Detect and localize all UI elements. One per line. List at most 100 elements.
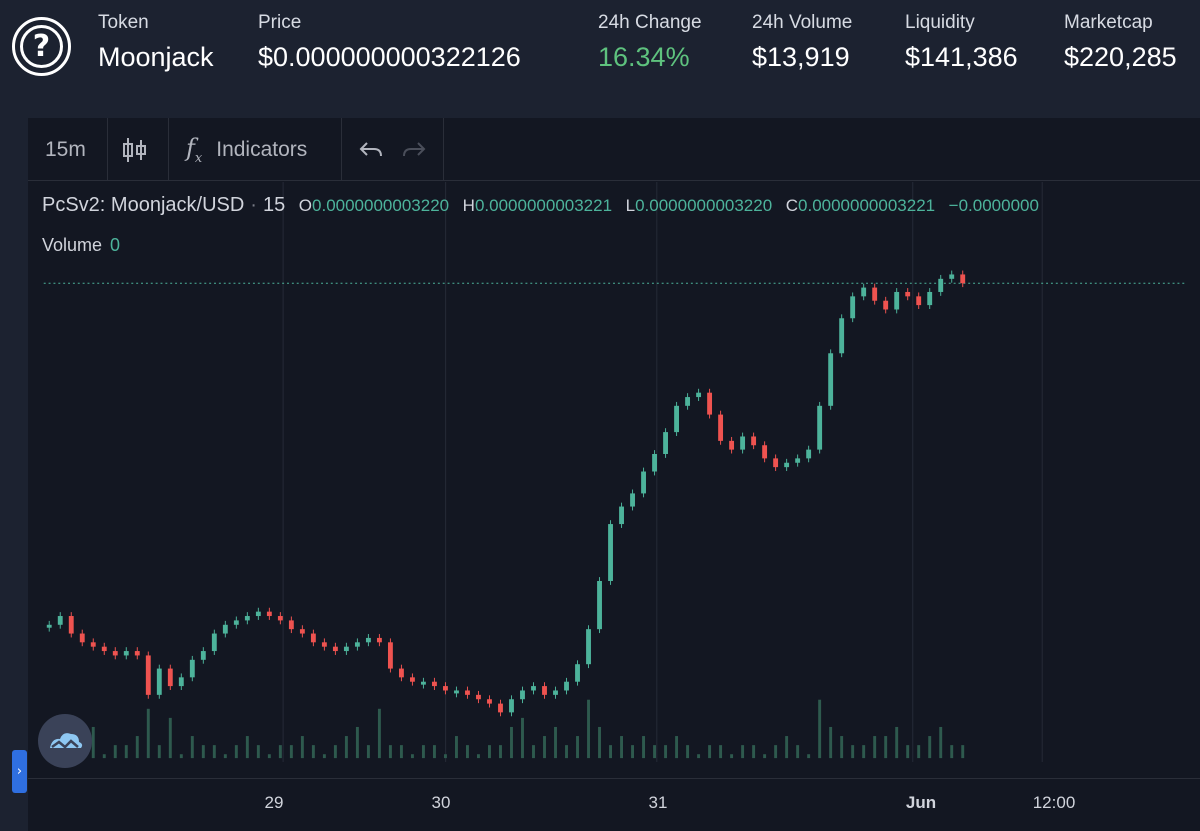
- open-value: 0.0000000003220: [312, 196, 450, 215]
- volume-bar: [91, 726, 95, 759]
- candle: [795, 458, 801, 463]
- candle: [652, 453, 657, 472]
- candle: [233, 620, 239, 625]
- candle: [354, 642, 360, 647]
- candle: [167, 668, 173, 687]
- volume-bar: [587, 699, 590, 759]
- price-chart[interactable]: [28, 182, 1200, 762]
- candle: [387, 642, 393, 669]
- volume-bar: [829, 726, 833, 759]
- volume-label: 24h Volume: [752, 12, 853, 33]
- volume-bar: [708, 745, 712, 759]
- volume-bar: [234, 745, 238, 759]
- token-stats-header: ? Token Moonjack Price $0.00000000032212…: [0, 0, 1200, 118]
- volume-bar: [289, 745, 293, 759]
- candle: [112, 651, 118, 656]
- indicators-button[interactable]: fx Indicators: [186, 118, 307, 181]
- volume-bar: [664, 745, 668, 759]
- candle: [663, 432, 668, 454]
- candle: [465, 690, 470, 695]
- high-value: 0.0000000003221: [474, 196, 613, 215]
- volume-bar: [895, 726, 899, 759]
- low-value: 0.0000000003220: [635, 196, 773, 215]
- liquidity-value: $141,386: [905, 42, 1018, 72]
- volume-bar: [730, 754, 734, 759]
- change-stat: 24h Change 16.34%: [598, 12, 702, 73]
- symbol-legend: PcSv2: Moonjack/USD · 15 O0.0000000003220 …: [42, 194, 1039, 216]
- candle: [674, 405, 680, 433]
- candle: [641, 471, 646, 494]
- time-tick: 30: [431, 793, 451, 812]
- volume-bar: [752, 745, 756, 759]
- candle: [872, 287, 878, 301]
- volume-bar: [499, 745, 502, 759]
- volume-bar: [686, 745, 690, 759]
- marketcap-value: $220,285: [1064, 42, 1177, 72]
- candle: [68, 616, 74, 634]
- candle: [57, 616, 63, 625]
- candle: [608, 524, 613, 581]
- candlestick-icon[interactable]: [122, 118, 150, 181]
- volume-bar: [785, 736, 789, 759]
- high-label: H: [462, 196, 475, 215]
- volume-bar: [168, 717, 172, 759]
- candle: [762, 445, 768, 459]
- tradingview-logo[interactable]: [38, 714, 92, 768]
- cloud-icon: [50, 733, 83, 749]
- volume-bar: [609, 745, 612, 759]
- candle: [156, 668, 162, 695]
- volume-bar: [554, 726, 557, 759]
- token-name: Moonjack: [98, 42, 214, 72]
- candle: [476, 694, 481, 700]
- change-value: −0.0000000: [948, 196, 1039, 215]
- volume-bar: [278, 745, 282, 759]
- volume-bar: [300, 736, 304, 759]
- candle: [806, 449, 812, 459]
- candle: [443, 686, 448, 691]
- undo-icon[interactable]: [358, 118, 384, 181]
- change-label: 24h Change: [598, 12, 702, 33]
- candle: [894, 291, 900, 310]
- volume-bar: [917, 745, 921, 759]
- candle: [266, 611, 272, 617]
- candle: [288, 620, 294, 630]
- candle: [850, 296, 856, 319]
- candle: [321, 642, 327, 647]
- candle: [927, 291, 933, 306]
- volume-bar: [488, 745, 491, 759]
- volume-bar: [366, 745, 370, 759]
- redo-icon[interactable]: [401, 118, 427, 181]
- volume-bar: [355, 726, 359, 759]
- volume-bar: [245, 736, 249, 759]
- volume-bar: [322, 754, 326, 759]
- volume-bar: [388, 745, 392, 759]
- candle: [553, 690, 558, 695]
- candle: [299, 629, 305, 634]
- interval-button[interactable]: 15m: [45, 137, 86, 161]
- chart-toolbar: 15m fx Indicators: [28, 118, 1200, 181]
- volume-bar: [157, 745, 161, 759]
- volume-bar: [851, 745, 855, 759]
- token-label: Token: [98, 12, 149, 33]
- low-label: L: [625, 196, 636, 215]
- volume-legend: Volume 0: [42, 235, 120, 256]
- change-value: 16.34%: [598, 42, 690, 72]
- volume-bar: [818, 699, 822, 759]
- marketcap-label: Marketcap: [1064, 12, 1153, 33]
- candle: [960, 274, 966, 284]
- candle: [839, 318, 845, 354]
- volume-bar: [565, 745, 568, 759]
- volume-bar: [774, 745, 778, 759]
- volume-bar: [939, 726, 943, 759]
- candle: [211, 633, 217, 652]
- time-axis[interactable]: 29 30 31 Jun 12:00: [28, 778, 1200, 831]
- volume-bar: [135, 736, 139, 759]
- volume-bar: [543, 736, 546, 759]
- volume-bar: [642, 736, 646, 759]
- expand-sidebar-button[interactable]: ›: [12, 750, 27, 793]
- candle: [145, 655, 151, 695]
- candle: [178, 677, 184, 687]
- candle: [619, 506, 624, 525]
- candle: [332, 646, 338, 652]
- toolbar-divider: [341, 118, 342, 181]
